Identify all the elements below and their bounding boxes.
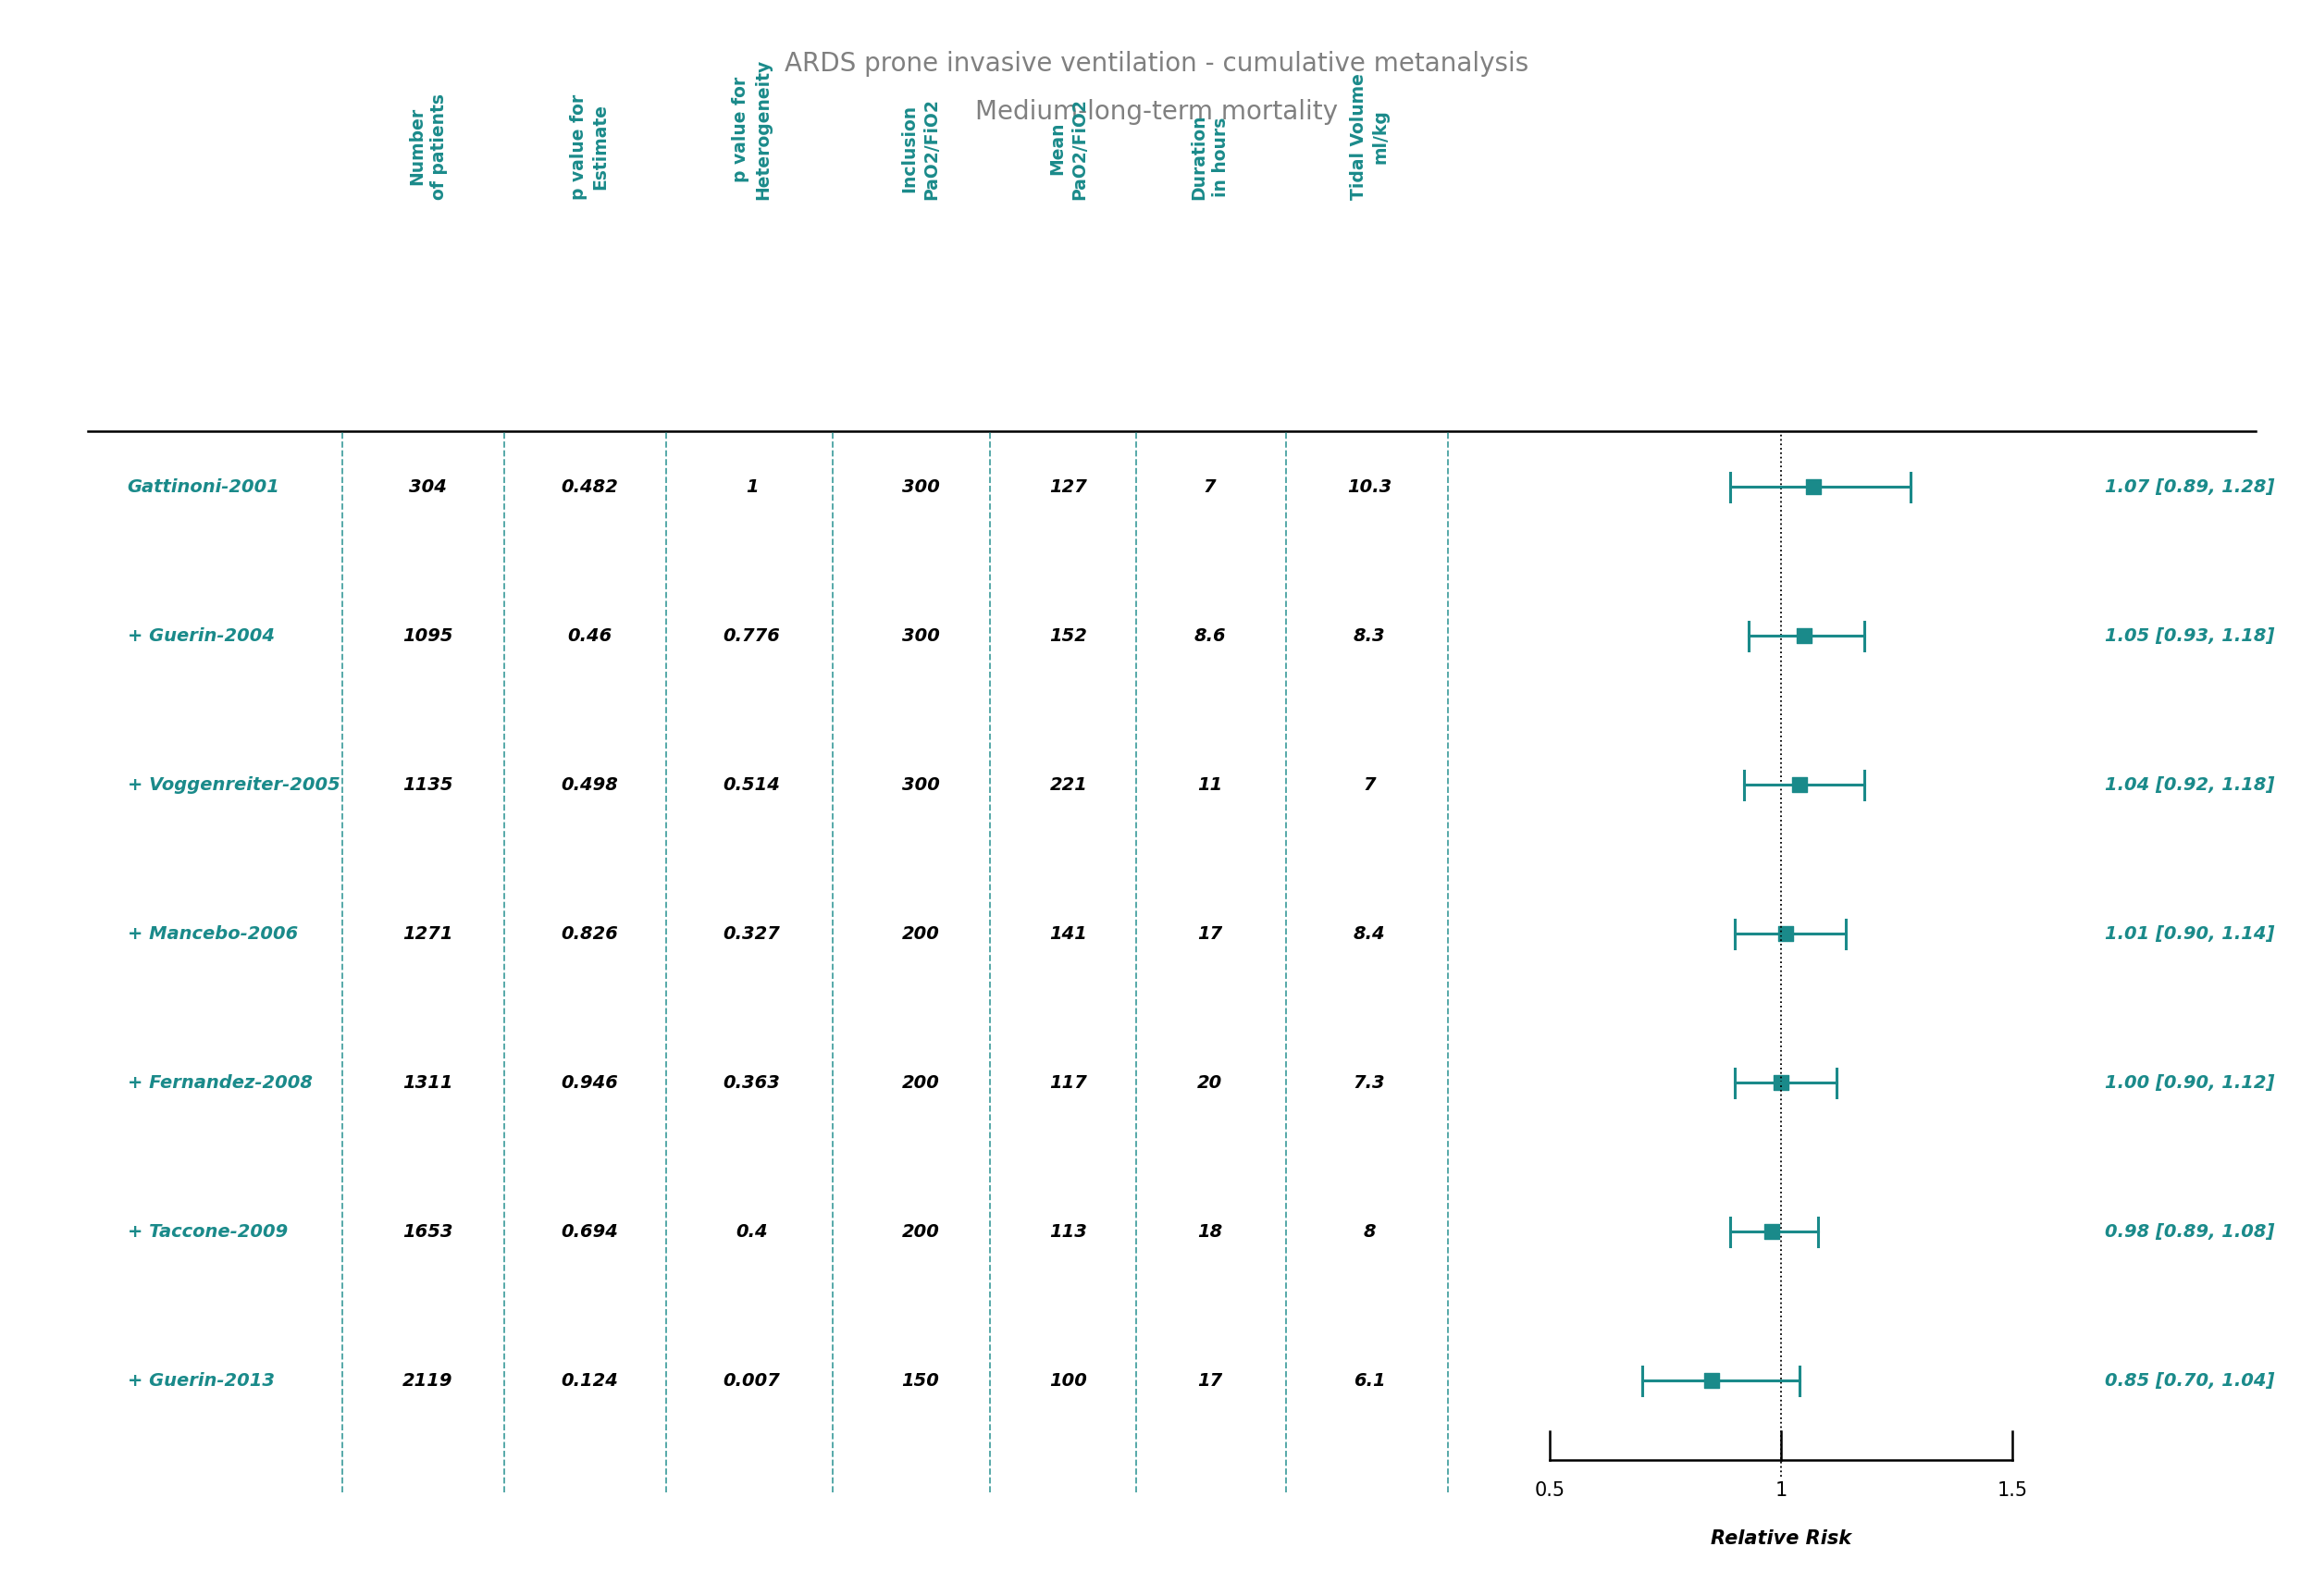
Text: 1: 1: [1774, 1481, 1788, 1500]
Text: 113: 113: [1050, 1223, 1087, 1240]
Text: 0.4: 0.4: [736, 1223, 768, 1240]
Text: 152: 152: [1050, 627, 1087, 645]
Text: 17: 17: [1198, 1371, 1221, 1390]
Text: + Voggenreiter-2005: + Voggenreiter-2005: [127, 776, 340, 793]
Point: [1786, 622, 1823, 648]
Text: 141: 141: [1050, 924, 1087, 943]
Text: + Guerin-2004: + Guerin-2004: [127, 627, 275, 645]
Text: + Mancebo-2006: + Mancebo-2006: [127, 924, 298, 943]
Text: 300: 300: [902, 627, 939, 645]
Text: 0.007: 0.007: [724, 1371, 779, 1390]
Text: p value for
Estimate: p value for Estimate: [571, 94, 611, 200]
Text: p value for
Heterogeneity: p value for Heterogeneity: [731, 59, 773, 199]
Text: 0.124: 0.124: [562, 1371, 618, 1390]
Text: 0.776: 0.776: [724, 627, 779, 645]
Text: + Fernandez-2008: + Fernandez-2008: [127, 1074, 312, 1092]
Text: 8: 8: [1362, 1223, 1376, 1240]
Text: 0.826: 0.826: [562, 924, 618, 943]
Text: 6.1: 6.1: [1353, 1371, 1385, 1390]
Text: 7: 7: [1362, 776, 1376, 793]
Text: 200: 200: [902, 1223, 939, 1240]
Text: 0.482: 0.482: [562, 477, 618, 496]
Point: [1767, 921, 1804, 946]
Text: 1135: 1135: [402, 776, 453, 793]
Point: [1781, 772, 1818, 798]
Text: 300: 300: [902, 776, 939, 793]
Text: 300: 300: [902, 477, 939, 496]
Text: 0.98 [0.89, 1.08]: 0.98 [0.89, 1.08]: [2105, 1223, 2274, 1240]
Text: 150: 150: [902, 1371, 939, 1390]
Text: 1.04 [0.92, 1.18]: 1.04 [0.92, 1.18]: [2105, 776, 2274, 793]
Text: 127: 127: [1050, 477, 1087, 496]
Text: 0.5: 0.5: [1534, 1481, 1566, 1500]
Text: Duration
in hours: Duration in hours: [1191, 113, 1231, 200]
Text: 11: 11: [1198, 776, 1221, 793]
Text: 0.514: 0.514: [724, 776, 779, 793]
Text: 1.01 [0.90, 1.14]: 1.01 [0.90, 1.14]: [2105, 924, 2274, 943]
Text: 221: 221: [1050, 776, 1087, 793]
Text: 8.4: 8.4: [1353, 924, 1385, 943]
Text: 1: 1: [745, 477, 759, 496]
Text: 10.3: 10.3: [1346, 477, 1392, 496]
Text: Gattinoni-2001: Gattinoni-2001: [127, 477, 280, 496]
Text: + Taccone-2009: + Taccone-2009: [127, 1223, 287, 1240]
Text: Relative Risk: Relative Risk: [1712, 1529, 1850, 1548]
Text: 0.363: 0.363: [724, 1074, 779, 1092]
Point: [1795, 474, 1832, 500]
Text: 200: 200: [902, 924, 939, 943]
Text: 1.5: 1.5: [1996, 1481, 2029, 1500]
Text: 0.498: 0.498: [562, 776, 618, 793]
Text: 0.46: 0.46: [567, 627, 613, 645]
Text: 117: 117: [1050, 1074, 1087, 1092]
Text: 200: 200: [902, 1074, 939, 1092]
Text: 17: 17: [1198, 924, 1221, 943]
Text: 1311: 1311: [402, 1074, 453, 1092]
Text: 7.3: 7.3: [1353, 1074, 1385, 1092]
Text: 1.07 [0.89, 1.28]: 1.07 [0.89, 1.28]: [2105, 477, 2274, 496]
Point: [1693, 1368, 1730, 1393]
Text: 0.327: 0.327: [724, 924, 779, 943]
Text: Medium-long-term mortality: Medium-long-term mortality: [976, 99, 1337, 124]
Text: + Guerin-2013: + Guerin-2013: [127, 1371, 275, 1390]
Text: 18: 18: [1198, 1223, 1221, 1240]
Text: 2119: 2119: [402, 1371, 453, 1390]
Text: 1.00 [0.90, 1.12]: 1.00 [0.90, 1.12]: [2105, 1074, 2274, 1092]
Text: Mean
PaO2/FiO2: Mean PaO2/FiO2: [1050, 97, 1089, 200]
Text: 0.946: 0.946: [562, 1074, 618, 1092]
Text: 1653: 1653: [402, 1223, 453, 1240]
Text: 1.05 [0.93, 1.18]: 1.05 [0.93, 1.18]: [2105, 627, 2274, 645]
Text: Number
of patients: Number of patients: [409, 93, 449, 200]
Text: Tidal Volume
ml/kg: Tidal Volume ml/kg: [1351, 73, 1388, 200]
Text: 7: 7: [1203, 477, 1217, 496]
Text: 8.3: 8.3: [1353, 627, 1385, 645]
Point: [1763, 1069, 1800, 1095]
Text: 20: 20: [1198, 1074, 1221, 1092]
Text: 0.694: 0.694: [562, 1223, 618, 1240]
Text: 304: 304: [409, 477, 446, 496]
Text: ARDS prone invasive ventilation - cumulative metanalysis: ARDS prone invasive ventilation - cumula…: [784, 51, 1529, 77]
Point: [1753, 1219, 1790, 1245]
Text: 8.6: 8.6: [1194, 627, 1226, 645]
Text: 100: 100: [1050, 1371, 1087, 1390]
Text: 1271: 1271: [402, 924, 453, 943]
Text: 0.85 [0.70, 1.04]: 0.85 [0.70, 1.04]: [2105, 1371, 2274, 1390]
Text: Inclusion
PaO2/FiO2: Inclusion PaO2/FiO2: [902, 97, 939, 200]
Text: 1095: 1095: [402, 627, 453, 645]
